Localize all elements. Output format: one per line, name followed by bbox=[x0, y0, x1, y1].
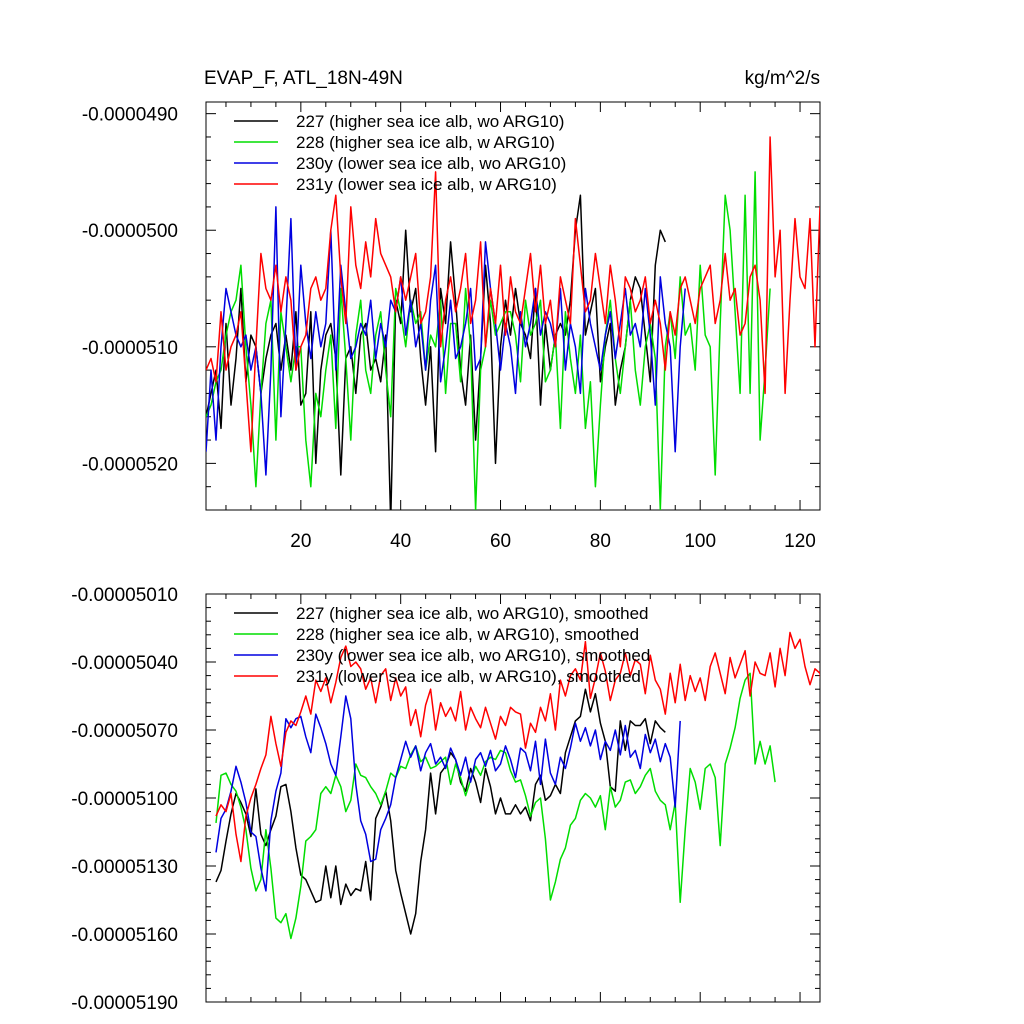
y-tick-label: -0.0000510 bbox=[82, 338, 178, 359]
series-line-230y bbox=[215, 695, 681, 892]
legend-label-230y: 230y (lower sea ice alb, wo ARG10) bbox=[296, 154, 566, 173]
x-tick-label: 40 bbox=[390, 531, 411, 552]
x-tick-label: 120 bbox=[784, 531, 816, 552]
series-line-231y bbox=[206, 136, 820, 453]
legend-label-230y: 230y (lower sea ice alb, wo ARG10), smoo… bbox=[296, 646, 650, 665]
legend-label-231y: 231y (lower sea ice alb, w ARG10) bbox=[296, 175, 557, 194]
x-tick-label: 100 bbox=[684, 531, 716, 552]
y-tick-label: -0.00005190 bbox=[71, 993, 178, 1014]
chart-units: kg/m^2/s bbox=[745, 68, 820, 89]
x-tick-label: 20 bbox=[290, 531, 311, 552]
y-tick-label: -0.00005100 bbox=[71, 789, 178, 810]
y-tick-label: -0.0000520 bbox=[82, 454, 178, 475]
legend-label-228: 228 (higher sea ice alb, w ARG10) bbox=[296, 133, 555, 152]
top-panel: 20 40 60 80 100 120 -0.0000490 -0.0000500 -0.000… bbox=[82, 101, 821, 552]
series-line-227 bbox=[215, 688, 666, 935]
series-line-230y bbox=[206, 206, 686, 476]
x-tick-label: 80 bbox=[590, 531, 611, 552]
series-line-228 bbox=[215, 672, 776, 940]
chart-title: EVAP_F, ATL_18N-49N bbox=[204, 68, 403, 89]
y-tick-label: -0.0000490 bbox=[82, 105, 178, 126]
y-tick-label: -0.00005040 bbox=[71, 653, 178, 674]
y-tick-label: -0.00005070 bbox=[71, 721, 178, 742]
y-tick-label: -0.0000500 bbox=[82, 221, 178, 242]
legend-label-227: 227 (higher sea ice alb, wo ARG10), smoo… bbox=[296, 604, 648, 623]
legend-label-231y: 231y (lower sea ice alb, w ARG10), smoot… bbox=[296, 667, 641, 686]
plot-frame bbox=[205, 101, 821, 511]
y-tick-label: -0.00005010 bbox=[71, 585, 178, 606]
x-tick-label: 60 bbox=[490, 531, 511, 552]
bottom-panel: -0.00005010 -0.00005040 -0.00005070 -0.0000… bbox=[71, 585, 821, 1014]
series-line-231y bbox=[215, 631, 820, 863]
legend-label-228: 228 (higher sea ice alb, w ARG10), smoot… bbox=[296, 625, 639, 644]
y-tick-label: -0.00005160 bbox=[71, 925, 178, 946]
y-tick-label: -0.00005130 bbox=[71, 857, 178, 878]
legend-label-227: 227 (higher sea ice alb, wo ARG10) bbox=[296, 112, 564, 131]
series-line-227 bbox=[206, 194, 666, 510]
